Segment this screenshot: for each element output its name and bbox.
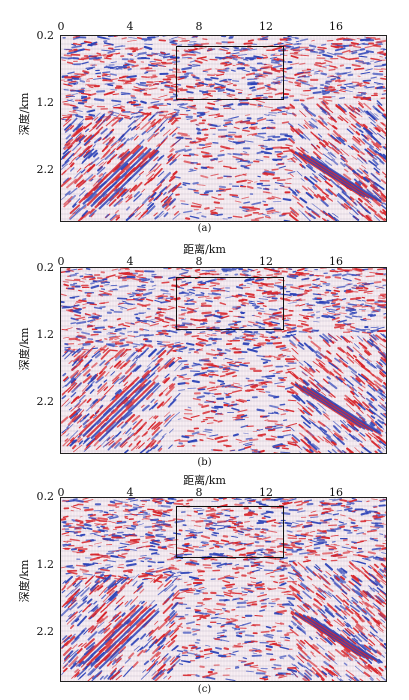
y-tick-1-2: 1.2: [36, 558, 55, 571]
seismic-image: [61, 498, 386, 681]
x-tick-8: 8: [195, 486, 203, 499]
y-tick-0-2: 0.2: [36, 261, 55, 274]
y-tick-0-2: 0.2: [36, 29, 55, 42]
x-tick-4: 4: [126, 20, 134, 33]
seismic-plot: [60, 497, 387, 682]
y-axis-title: 深度/km: [18, 92, 31, 136]
y-tick-2-2: 2.2: [36, 163, 55, 176]
y-tick-1-2: 1.2: [36, 328, 55, 341]
x-tick-0: 0: [57, 20, 65, 33]
panel-caption: (c): [197, 684, 212, 695]
x-tick-4: 4: [126, 255, 134, 268]
y-tick-1-2: 1.2: [36, 96, 55, 109]
seismic-image: [61, 268, 386, 453]
y-tick-2-2: 2.2: [36, 395, 55, 408]
x-tick-12: 12: [259, 486, 273, 499]
x-tick-16: 16: [329, 255, 343, 268]
x-axis-title: 距离/km: [183, 243, 226, 256]
x-tick-12: 12: [259, 20, 273, 33]
x-tick-0: 0: [57, 255, 65, 268]
y-tick-2-2: 2.2: [36, 625, 55, 638]
panel-b: 距离/km 深度/km 0 4 8 12 16 0.2 1.2 2.2 (b): [0, 235, 409, 470]
panel-a: 深度/km 0 4 8 12 16 0.2 1.2 2.2 (a): [0, 0, 409, 235]
x-tick-0: 0: [57, 486, 65, 499]
y-tick-0-2: 0.2: [36, 490, 55, 503]
x-axis-title: 距离/km: [183, 474, 226, 487]
panel-caption: (b): [197, 457, 212, 468]
panel-caption: (a): [197, 223, 212, 234]
x-tick-16: 16: [329, 486, 343, 499]
x-tick-4: 4: [126, 486, 134, 499]
x-tick-12: 12: [259, 255, 273, 268]
seismic-plot: [60, 35, 387, 222]
x-tick-8: 8: [195, 255, 203, 268]
seismic-image: [61, 36, 386, 221]
x-tick-16: 16: [329, 20, 343, 33]
seismic-plot: [60, 267, 387, 454]
panel-c: 距离/km 深度/km 0 4 8 12 16 0.2 1.2 2.2 (c): [0, 470, 409, 700]
x-tick-8: 8: [195, 20, 203, 33]
